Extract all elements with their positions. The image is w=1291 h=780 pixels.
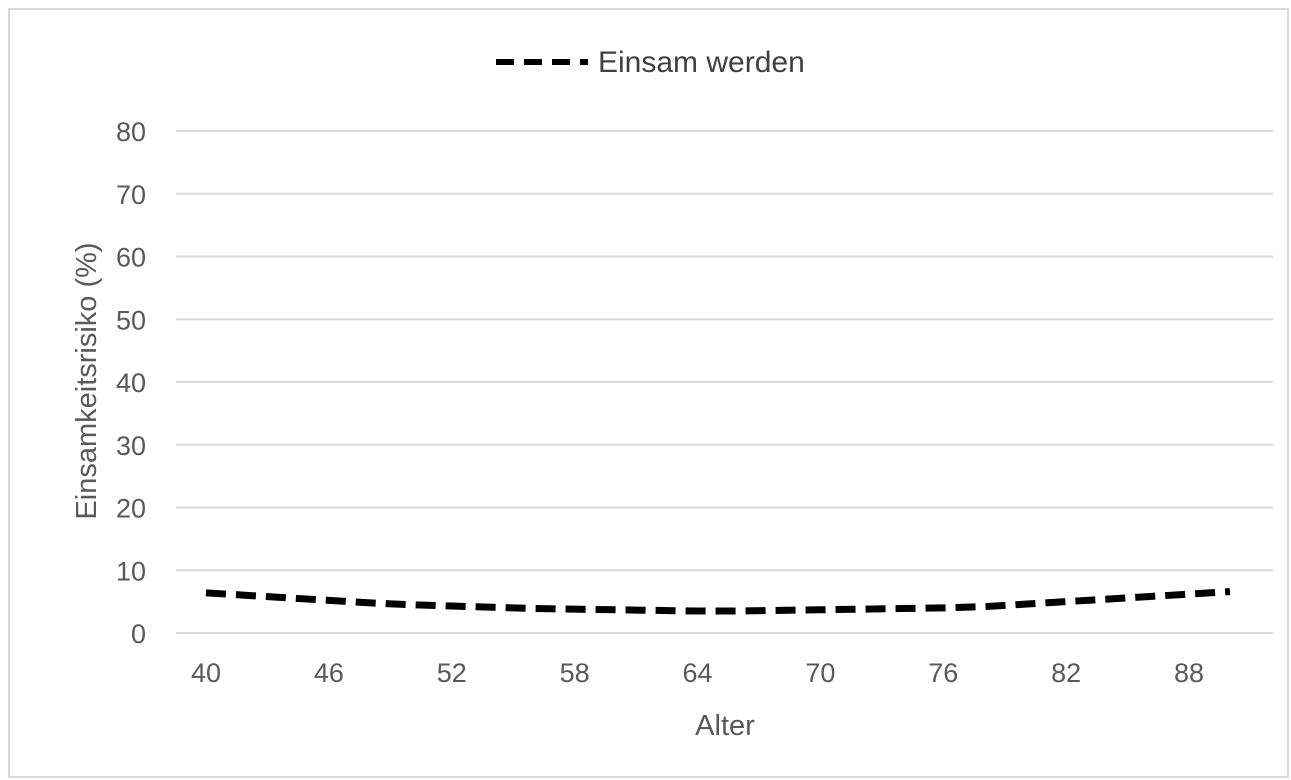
data-point-56 (533, 608, 534, 609)
x-tick-label-70: 70 (805, 658, 835, 688)
y-tick-label-60: 60 (116, 243, 146, 273)
chart-frame (8, 8, 1289, 778)
data-point-60 (615, 609, 616, 610)
series-layer (205, 588, 1231, 615)
y-tick-label-20: 20 (116, 494, 146, 524)
data-point-72 (861, 609, 862, 610)
data-point-58 (574, 609, 575, 610)
data-point-52 (451, 606, 452, 607)
data-point-66 (738, 611, 739, 612)
y-tick-label-30: 30 (116, 431, 146, 461)
x-tick-label-46: 46 (314, 658, 344, 688)
x-tick-label-88: 88 (1174, 658, 1204, 688)
data-point-40 (206, 592, 207, 593)
data-point-76 (943, 607, 944, 608)
y-tick-label-50: 50 (116, 305, 146, 335)
data-point-64 (697, 611, 698, 612)
data-point-74 (902, 608, 903, 609)
y-tick-label-70: 70 (116, 180, 146, 210)
data-point-82 (1066, 601, 1067, 602)
series-line-0 (205, 588, 1231, 615)
data-point-80 (1025, 604, 1026, 605)
y-axis-title: Einsamkeitsrisiko (%) (71, 242, 103, 519)
x-tick-label-64: 64 (682, 658, 712, 688)
data-point-78 (984, 606, 985, 607)
data-point-46 (328, 600, 329, 601)
x-tick-label-58: 58 (560, 658, 590, 688)
y-tick-label-40: 40 (116, 368, 146, 398)
data-point-48 (369, 602, 370, 603)
y-tick-label-0: 0 (131, 619, 146, 649)
x-axis-ticks: 40 46 52 58 64 70 76 82 88 (191, 658, 1204, 688)
y-tick-label-80: 80 (116, 117, 146, 147)
data-point-62 (656, 610, 657, 611)
x-tick-label-82: 82 (1051, 658, 1081, 688)
data-point-50 (410, 604, 411, 605)
data-point-84 (1107, 599, 1108, 600)
x-tick-label-40: 40 (191, 658, 221, 688)
data-point-42 (246, 595, 247, 596)
x-tick-label-76: 76 (928, 658, 958, 688)
data-point-88 (1189, 594, 1190, 595)
data-point-44 (287, 597, 288, 598)
data-point-86 (1148, 596, 1149, 597)
data-point-54 (492, 607, 493, 608)
x-axis-title: Alter (695, 710, 755, 742)
legend-label: Einsam werden (598, 46, 805, 79)
y-axis-ticks: 0 10 20 30 40 50 60 70 80 (116, 117, 146, 649)
gridlines (176, 130, 1273, 634)
y-tick-label-10: 10 (116, 556, 146, 586)
data-point-68 (779, 610, 780, 611)
x-tick-label-52: 52 (437, 658, 467, 688)
data-point-70 (820, 609, 821, 610)
data-point-90 (1230, 591, 1231, 592)
legend: Einsam werden (496, 46, 805, 79)
